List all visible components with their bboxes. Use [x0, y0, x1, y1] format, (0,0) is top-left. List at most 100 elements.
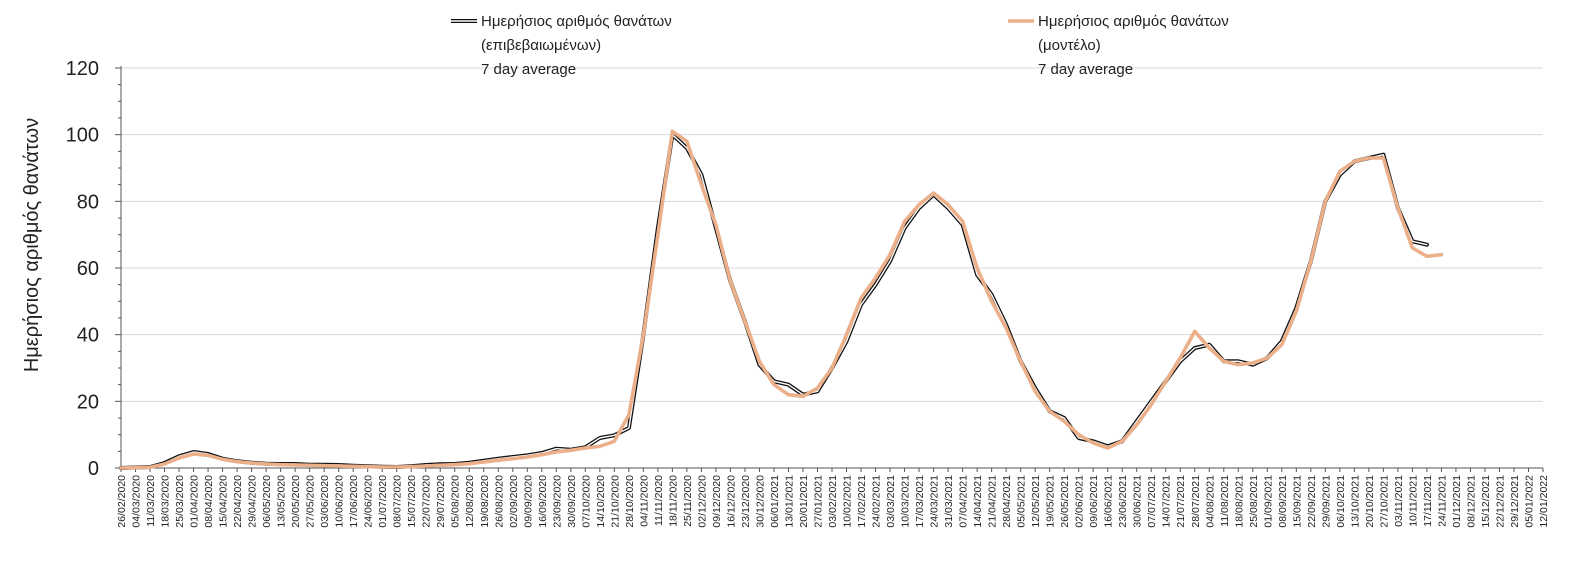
x-date-label: 12/05/2021: [1030, 475, 1042, 528]
x-date-label: 04/08/2021: [1204, 475, 1216, 528]
x-date-label: 10/03/2021: [900, 475, 912, 528]
x-date-label: 16/09/2020: [537, 475, 549, 528]
x-date-label: 05/01/2022: [1523, 475, 1535, 528]
x-date-label: 26/05/2021: [1059, 475, 1071, 528]
x-date-label: 27/10/2021: [1378, 475, 1390, 528]
y-tick-label-0: 0: [88, 458, 99, 480]
x-date-label: 24/03/2021: [929, 475, 941, 528]
x-date-label: 24/02/2021: [871, 475, 883, 528]
x-date-label: 13/10/2021: [1349, 475, 1361, 528]
x-date-label: 28/07/2021: [1190, 475, 1202, 528]
x-date-label: 18/11/2020: [667, 475, 679, 527]
x-date-label: 04/03/2020: [131, 475, 143, 528]
x-date-label: 21/04/2021: [987, 475, 999, 528]
x-date-label: 03/11/2021: [1393, 475, 1405, 527]
x-date-label: 03/06/2020: [319, 475, 331, 528]
x-date-label: 11/08/2021: [1219, 475, 1231, 527]
x-date-label: 30/06/2021: [1132, 475, 1144, 528]
x-date-label: 26/08/2020: [493, 475, 505, 528]
x-date-label: 07/04/2021: [958, 475, 970, 528]
x-date-label: 19/08/2020: [479, 475, 491, 528]
x-date-label: 12/01/2022: [1538, 475, 1550, 528]
x-date-label: 01/09/2021: [1262, 475, 1274, 528]
x-date-label: 22/07/2020: [421, 475, 433, 528]
x-date-label: 17/02/2021: [856, 475, 868, 528]
x-date-label: 25/03/2020: [174, 475, 186, 528]
x-date-label: 09/09/2020: [522, 475, 534, 528]
x-date-label: 13/05/2020: [276, 475, 288, 528]
x-date-label: 10/06/2020: [334, 475, 346, 528]
y-axis-title: Ημερήσιος αριθμός θανάτων: [21, 118, 43, 372]
x-date-label: 29/12/2021: [1509, 475, 1521, 528]
legend-label-line: (μοντέλο): [1038, 37, 1101, 54]
x-date-label: 25/11/2020: [682, 475, 694, 527]
x-date-label: 18/08/2021: [1233, 475, 1245, 528]
x-date-label: 16/12/2020: [725, 475, 737, 528]
y-tick-label-80: 80: [77, 191, 99, 213]
x-date-label: 21/10/2020: [609, 475, 621, 528]
legend-label-line: 7 day average: [481, 61, 576, 78]
x-date-label: 15/07/2020: [406, 475, 418, 528]
x-date-label: 10/02/2021: [842, 475, 854, 528]
x-date-label: 14/07/2021: [1161, 475, 1173, 528]
x-date-label: 28/04/2021: [1001, 475, 1013, 528]
x-date-labels: 26/02/2020 04/03/2020 11/03/2020 18/03/2020…: [116, 475, 1550, 528]
x-date-label: 29/09/2021: [1320, 475, 1332, 528]
x-date-label: 08/04/2020: [203, 475, 215, 528]
legend-label-line: 7 day average: [1038, 61, 1133, 78]
x-date-label: 23/12/2020: [740, 475, 752, 528]
x-date-label: 01/12/2021: [1451, 475, 1463, 528]
x-date-label: 23/06/2021: [1117, 475, 1129, 528]
x-date-label: 06/01/2021: [769, 475, 781, 528]
x-date-label: 17/03/2021: [914, 475, 926, 528]
y-tick-label-100: 100: [66, 125, 99, 147]
series-line-model: [119, 129, 1444, 470]
x-date-label: 29/04/2020: [247, 475, 259, 528]
x-date-label: 12/08/2020: [464, 475, 476, 528]
y-tick-label-60: 60: [77, 258, 99, 280]
x-date-label: 22/09/2021: [1306, 475, 1318, 528]
x-date-label: 20/01/2021: [798, 475, 810, 528]
x-date-label: 02/06/2021: [1074, 475, 1086, 528]
x-date-label: 06/10/2021: [1335, 475, 1347, 528]
y-tick-label-20: 20: [77, 391, 99, 413]
series-line-confirmed-core: [120, 133, 1428, 469]
x-date-label: 19/05/2021: [1045, 475, 1057, 528]
x-date-label: 09/12/2020: [711, 475, 723, 528]
x-date-label: 10/11/2021: [1407, 475, 1419, 527]
x-date-label: 23/09/2020: [551, 475, 563, 528]
y-tick-labels: 0 20 40 60 80 100 120: [66, 58, 99, 480]
axes: [115, 66, 1544, 472]
x-date-label: 09/06/2021: [1088, 475, 1100, 528]
legend: Ημερήσιος αριθμός θανάτων (επιβεβαιωμένων…: [451, 13, 1229, 78]
x-date-label: 15/04/2020: [218, 475, 230, 528]
x-date-label: 08/07/2020: [392, 475, 404, 528]
x-date-label: 04/11/2020: [638, 475, 650, 527]
x-date-label: 15/09/2021: [1291, 475, 1303, 528]
x-date-label: 02/12/2020: [696, 475, 708, 528]
series-line-confirmed-outline: [119, 132, 1429, 470]
x-date-label: 22/04/2020: [232, 475, 244, 528]
x-date-label: 17/11/2021: [1422, 475, 1434, 527]
x-date-label: 26/02/2020: [116, 475, 128, 528]
x-date-label: 16/06/2021: [1103, 475, 1115, 528]
x-date-label: 05/05/2021: [1016, 475, 1028, 528]
x-date-label: 30/12/2020: [754, 475, 766, 528]
x-date-label: 11/03/2020: [145, 475, 157, 527]
x-date-label: 31/03/2021: [943, 475, 955, 528]
legend-entry-model: Ημερήσιος αριθμός θανάτων (μοντέλο) 7 day …: [1008, 13, 1229, 78]
y-tick-label-120: 120: [66, 58, 99, 80]
x-date-label: 25/08/2021: [1248, 475, 1260, 528]
x-date-label: 11/11/2020: [653, 475, 665, 526]
x-date-label: 30/09/2020: [566, 475, 578, 528]
x-date-label: 27/01/2021: [812, 475, 824, 528]
x-date-label: 03/02/2021: [827, 475, 839, 528]
gridlines: [121, 67, 1543, 402]
x-date-label: 24/06/2020: [363, 475, 375, 528]
x-date-label: 24/11/2021: [1436, 475, 1448, 527]
x-date-label: 14/10/2020: [595, 475, 607, 528]
series-lines: [119, 129, 1444, 470]
legend-entry-confirmed: Ημερήσιος αριθμός θανάτων (επιβεβαιωμένων…: [451, 13, 672, 78]
x-date-label: 07/10/2020: [580, 475, 592, 528]
